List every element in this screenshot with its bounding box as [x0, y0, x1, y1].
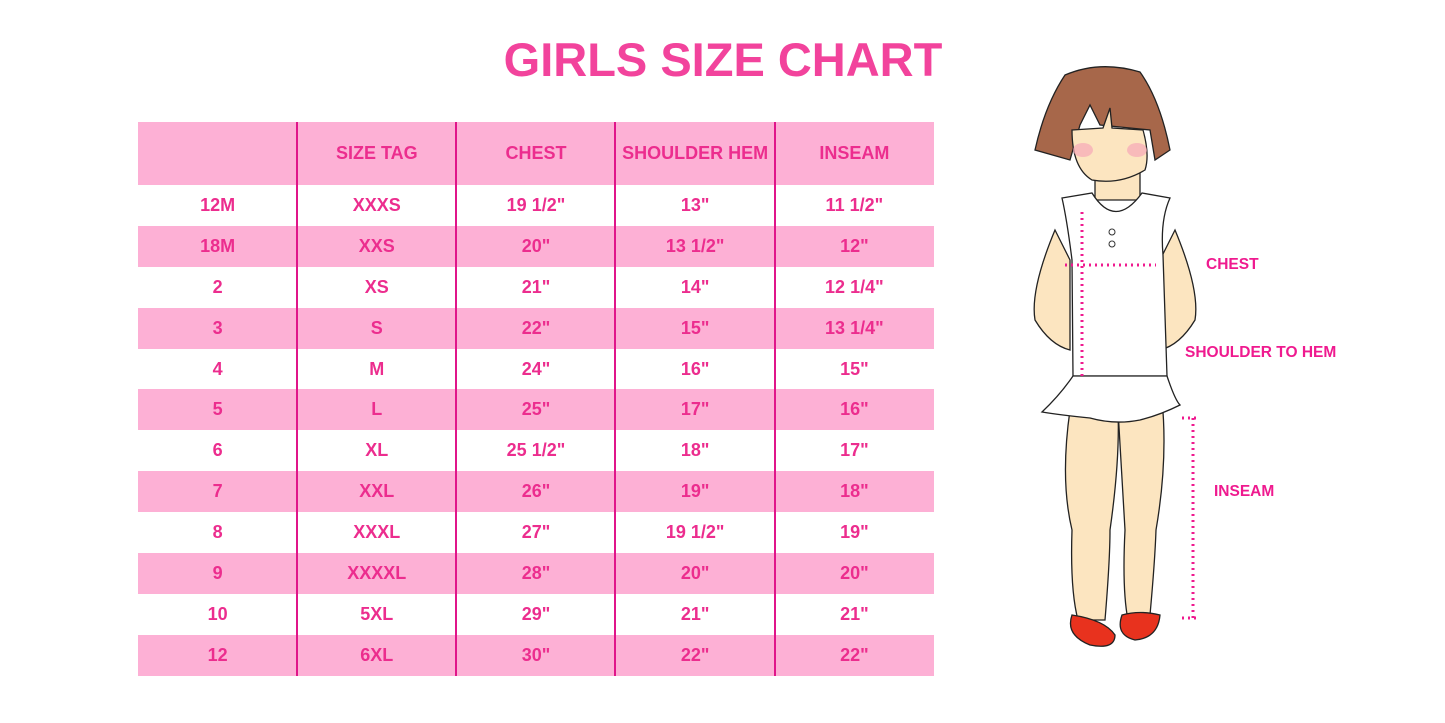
chest-cell: 25" [521, 399, 551, 420]
table-row: 3 S 22" 15" 13 1/4" [138, 307, 934, 349]
size-tag-cell: XS [364, 276, 389, 297]
inseam-cell: 12 1/4" [825, 276, 884, 297]
left-arm [1033, 228, 1071, 351]
table-row: 8 XXXL 27" 19 1/2" 19" [138, 512, 934, 553]
column-divider [455, 122, 457, 676]
chest-cell: 28" [521, 562, 551, 583]
chest-cell: 22" [521, 317, 551, 338]
inseam-cell: 21" [840, 603, 869, 624]
shoulder-hem-cell: 14" [680, 276, 710, 297]
hair [1034, 66, 1171, 162]
size-tag-cell: M [369, 358, 385, 379]
header-inseam: INSEAM [819, 143, 890, 163]
chest-cell: 20" [521, 235, 551, 256]
shoulder-hem-cell: 19" [680, 481, 710, 502]
chest-cell: 19 1/2" [506, 194, 566, 215]
table-row: 4 M 24" 16" 15" [138, 349, 934, 390]
header-shoulder-hem: SHOULDER HEM [622, 143, 769, 163]
chest-cell: 25 1/2" [506, 440, 566, 461]
size-cell: 10 [207, 603, 228, 624]
header-chest: CHEST [505, 143, 567, 163]
inseam-cell: 16" [840, 399, 869, 420]
column-divider [774, 122, 776, 676]
page-title: GIRLS SIZE CHART [503, 33, 943, 86]
table-row: 12 6XL 30" 22" 22" [138, 634, 934, 676]
header-size-tag: SIZE TAG [335, 143, 418, 163]
shoulder-hem-cell: 13" [680, 194, 710, 215]
size-tag-cell: XXXXL [347, 562, 407, 583]
shoulder-hem-cell: 21" [680, 603, 710, 624]
size-cell: 12M [200, 194, 236, 215]
shoulder-hem-cell: 18" [680, 440, 710, 461]
size-tag-cell: XXL [359, 481, 395, 502]
shoulder-hem-cell: 17" [680, 399, 710, 420]
table-row: 6 XL 25 1/2" 18" 17" [138, 430, 934, 471]
size-tag-cell: XXXL [353, 522, 401, 543]
size-cell: 18M [200, 235, 236, 256]
size-tag-cell: XXS [358, 235, 395, 256]
chest-cell: 29" [521, 603, 551, 624]
inseam-cell: 13 1/4" [825, 317, 884, 338]
left-leg [1064, 409, 1119, 621]
shoulder-hem-cell: 15" [680, 317, 710, 338]
table-row: 2 XS 21" 14" 12 1/4" [138, 267, 934, 308]
size-cell: 7 [212, 481, 223, 502]
size-cell: 12 [207, 644, 228, 665]
size-cell: 3 [212, 317, 223, 338]
size-cell: 5 [212, 399, 223, 420]
shoulder-hem-cell: 20" [680, 562, 710, 583]
inseam-cell: 11 1/2" [825, 194, 884, 215]
chest-cell: 26" [521, 481, 551, 502]
size-cell: 2 [212, 276, 223, 297]
size-tag-cell: XXXS [352, 194, 401, 215]
size-cell: 6 [212, 440, 223, 461]
inseam-cell: 12" [840, 235, 869, 256]
shoulder-to-hem-label: SHOULDER TO HEM [1185, 344, 1337, 361]
size-chart-table: SIZE TAG CHEST SHOULDER HEM INSEAM 12M XX… [138, 122, 934, 676]
face [1071, 107, 1148, 182]
chest-label: CHEST [1206, 256, 1259, 273]
size-tag-cell: XL [365, 440, 389, 461]
shoulder-hem-cell: 13 1/2" [665, 235, 725, 256]
left-shoe [1069, 614, 1116, 647]
chest-cell: 24" [521, 358, 551, 379]
inseam-cell: 22" [840, 644, 869, 665]
shirt [1061, 192, 1171, 377]
inseam-cell: 17" [840, 440, 869, 461]
right-shoe [1119, 611, 1161, 641]
chest-cell: 27" [521, 522, 551, 543]
size-cell: 9 [212, 562, 223, 583]
column-divider [296, 122, 298, 676]
table-row: 10 5XL 29" 21" 21" [138, 594, 934, 635]
chest-cell: 30" [521, 644, 551, 665]
size-tag-cell: 5XL [360, 603, 394, 624]
size-tag-cell: L [371, 399, 383, 420]
shoulder-hem-cell: 22" [680, 644, 710, 665]
girl-measurement-illustration: CHEST SHOULDER TO HEM INSEAM [1010, 60, 1390, 685]
ruffle-skirt [1040, 375, 1182, 423]
table-row: 18M XXS 20" 13 1/2" 12" [138, 225, 934, 267]
shoulder-hem-cell: 16" [680, 358, 710, 379]
column-divider [614, 122, 616, 676]
inseam-cell: 15" [840, 358, 869, 379]
shoulder-hem-cell: 19 1/2" [665, 522, 725, 543]
size-tag-cell: 6XL [360, 644, 394, 665]
table-row: 7 XXL 26" 19" 18" [138, 471, 934, 513]
size-cell: 4 [212, 358, 223, 379]
inseam-cell: 20" [840, 562, 869, 583]
inseam-cell: 19" [840, 522, 869, 543]
chest-cell: 21" [521, 276, 551, 297]
table-header-row: SIZE TAG CHEST SHOULDER HEM INSEAM [138, 122, 934, 185]
inseam-cell: 18" [840, 481, 869, 502]
right-leg [1117, 399, 1165, 621]
table-row: 5 L 25" 17" 16" [138, 389, 934, 431]
table-row: 9 XXXXL 28" 20" 20" [138, 553, 934, 594]
table-row: 12M XXXS 19 1/2" 13" 11 1/2" [138, 185, 934, 226]
size-tag-cell: S [370, 317, 383, 338]
inseam-label: INSEAM [1214, 483, 1275, 500]
size-cell: 8 [212, 522, 223, 543]
